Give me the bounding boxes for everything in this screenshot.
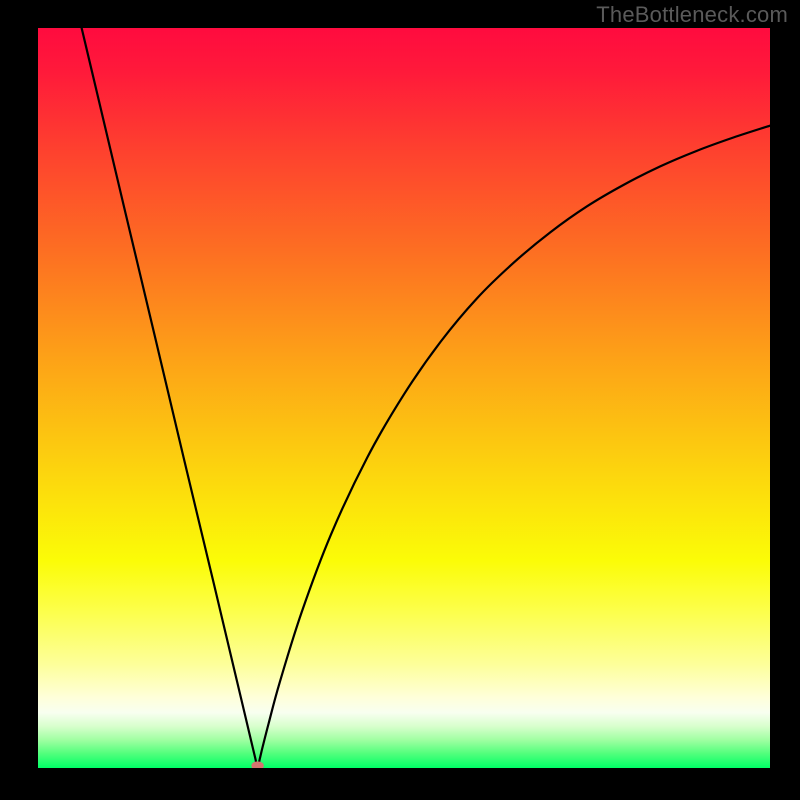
watermark-text: TheBottleneck.com	[596, 2, 788, 28]
root-container: TheBottleneck.com	[0, 0, 800, 800]
plot-area	[38, 28, 770, 768]
gradient-background	[38, 28, 770, 768]
plot-svg	[38, 28, 770, 768]
